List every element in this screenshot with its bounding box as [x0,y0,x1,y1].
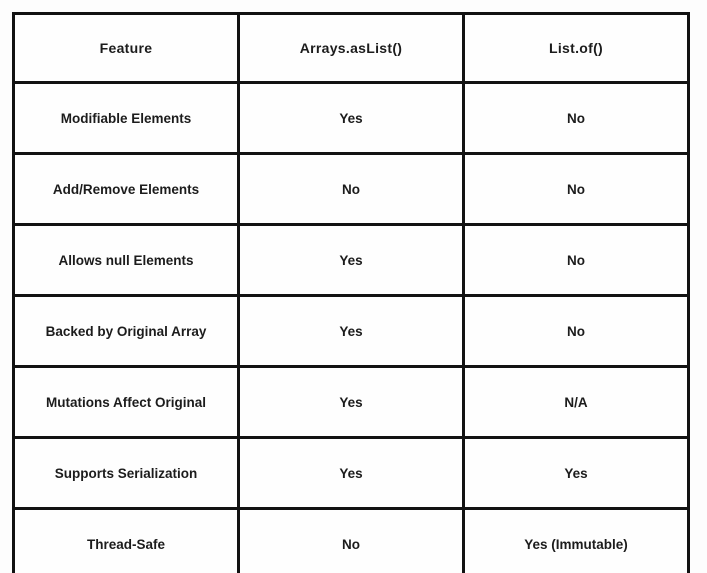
value-cell: Yes [237,365,465,439]
comparison-table: Feature Arrays.asList() List.of() Modifi… [12,12,690,573]
feature-cell: Allows null Elements [12,223,240,297]
table-row: Modifiable Elements Yes No [12,81,690,155]
table-row: Backed by Original Array Yes No [12,294,690,368]
feature-cell: Supports Serialization [12,436,240,510]
table-row: Add/Remove Elements No No [12,152,690,226]
header-cell-list-of: List.of() [462,12,690,84]
table-row: Thread-Safe No Yes (Immutable) [12,507,690,573]
header-cell-feature: Feature [12,12,240,84]
value-cell: Yes [237,294,465,368]
table-header: Feature Arrays.asList() List.of() [12,12,690,84]
feature-cell: Modifiable Elements [12,81,240,155]
value-cell: Yes [237,81,465,155]
value-cell: Yes (Immutable) [462,507,690,573]
feature-cell: Thread-Safe [12,507,240,573]
value-cell: No [462,223,690,297]
feature-cell: Mutations Affect Original [12,365,240,439]
table-row: Mutations Affect Original Yes N/A [12,365,690,439]
table-row: Supports Serialization Yes Yes [12,436,690,510]
table-row: Allows null Elements Yes No [12,223,690,297]
table-body: Modifiable Elements Yes No Add/Remove El… [12,81,690,573]
header-cell-arrays-aslist: Arrays.asList() [237,12,465,84]
header-row: Feature Arrays.asList() List.of() [12,12,690,84]
value-cell: No [237,152,465,226]
value-cell: No [462,81,690,155]
value-cell: No [462,294,690,368]
value-cell: Yes [462,436,690,510]
value-cell: Yes [237,223,465,297]
feature-cell: Backed by Original Array [12,294,240,368]
value-cell: No [462,152,690,226]
value-cell: No [237,507,465,573]
value-cell: Yes [237,436,465,510]
value-cell: N/A [462,365,690,439]
feature-cell: Add/Remove Elements [12,152,240,226]
